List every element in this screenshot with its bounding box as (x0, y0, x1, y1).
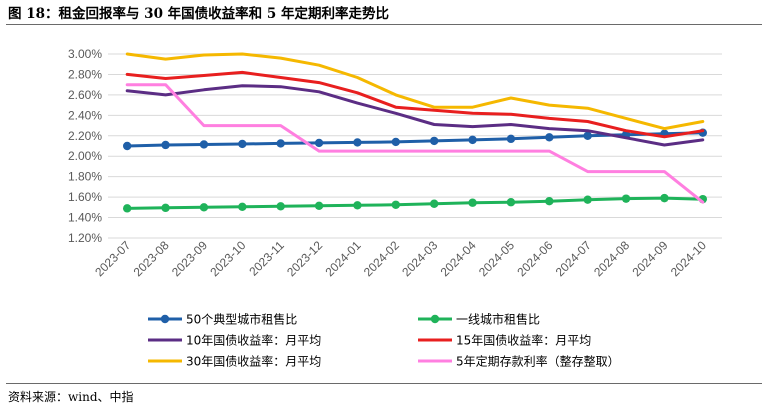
legend-marker (160, 314, 170, 324)
y-tick-label: 3.00% (68, 47, 102, 61)
series-point-0 (122, 141, 132, 151)
series-point-1 (621, 194, 631, 203)
legend-label: 10年国债收益率：月平均 (186, 333, 321, 348)
x-tick-label: 2023-10 (207, 238, 248, 279)
x-tick-label: 2024-05 (476, 238, 517, 279)
x-tick-label: 2024-01 (323, 238, 364, 279)
x-tick-label: 2024-03 (399, 238, 440, 279)
series-point-0 (161, 140, 170, 150)
series-line-2 (125, 84, 705, 147)
x-tick-label: 2024-06 (514, 238, 555, 279)
legend-label: 5年定期存款利率（整存整取） (456, 354, 620, 369)
series-point-0 (314, 138, 324, 148)
x-axis-ticks: 2023-072023-082023-092023-102023-112023-… (92, 238, 709, 279)
legend-marker (430, 314, 440, 324)
y-tick-label: 1.40% (68, 211, 102, 225)
series-line-5 (125, 83, 705, 204)
series-point-1 (660, 193, 669, 203)
y-tick-label: 1.60% (68, 190, 102, 204)
legend-label: 30年国债收益率：月平均 (186, 354, 321, 369)
x-tick-label: 2024-02 (361, 238, 402, 279)
x-tick-label: 2023-09 (169, 238, 210, 279)
series-point-0 (353, 138, 362, 147)
series-point-0 (468, 135, 477, 145)
series-point-1 (314, 201, 324, 210)
y-tick-label: 2.40% (68, 108, 102, 122)
series-point-1 (122, 204, 132, 213)
x-tick-label: 2024-07 (553, 238, 594, 279)
series-point-0 (238, 139, 247, 149)
series-point-0 (276, 139, 285, 148)
series-line-3 (125, 70, 705, 139)
series-point-1 (161, 203, 170, 213)
series-point-0 (545, 133, 554, 142)
series-point-1 (583, 195, 592, 204)
x-tick-label: 2024-09 (630, 238, 671, 279)
series-point-1 (238, 202, 247, 212)
x-tick-label: 2023-08 (131, 238, 172, 279)
series-lines (122, 52, 708, 213)
series-point-1 (468, 198, 477, 207)
series-line-4 (125, 52, 705, 131)
series-point-0 (583, 131, 592, 140)
source-rule (6, 383, 762, 384)
y-tick-label: 2.80% (68, 67, 102, 81)
series-point-1 (199, 203, 209, 212)
y-tick-label: 2.60% (68, 88, 102, 102)
x-tick-label: 2024-10 (668, 238, 709, 279)
series-point-1 (506, 198, 516, 207)
series-point-0 (429, 136, 439, 146)
series-point-0 (199, 140, 209, 149)
legend-label: 一线城市租售比 (456, 312, 540, 327)
x-tick-label: 2023-11 (246, 238, 287, 279)
source-note: 资料来源：wind、中指 (8, 390, 134, 404)
series-point-1 (429, 199, 439, 208)
y-axis-ticks: 1.20% 1.40% 1.60% 1.80% 2.00% 2.20% 2.40% 2.60%… (68, 47, 102, 245)
series-point-1 (276, 202, 285, 211)
series-point-1 (353, 201, 362, 210)
legend: 50个典型城市租售比 一线城市租售比 10年国债收益率：月平均 15年国债收益率：月平… (148, 312, 620, 369)
legend-label: 50个典型城市租售比 (186, 312, 297, 327)
y-tick-label: 2.20% (68, 129, 102, 143)
y-tick-label: 1.20% (68, 231, 102, 245)
y-tick-label: 2.00% (68, 149, 102, 163)
legend-label: 15年国债收益率：月平均 (456, 333, 591, 348)
x-tick-label: 2024-04 (438, 238, 479, 279)
series-point-0 (506, 134, 516, 144)
title-rule (6, 24, 762, 25)
series-point-1 (391, 200, 401, 209)
x-tick-label: 2023-12 (284, 238, 325, 279)
y-tick-label: 1.80% (68, 170, 102, 184)
series-point-0 (391, 137, 401, 147)
series-line-1 (125, 196, 705, 210)
figure-title: 图 18：租金回报率与 30 年国债收益率和 5 年定期利率走势比 (8, 6, 389, 22)
series-point-1 (545, 197, 554, 206)
x-tick-label: 2024-08 (591, 238, 632, 279)
